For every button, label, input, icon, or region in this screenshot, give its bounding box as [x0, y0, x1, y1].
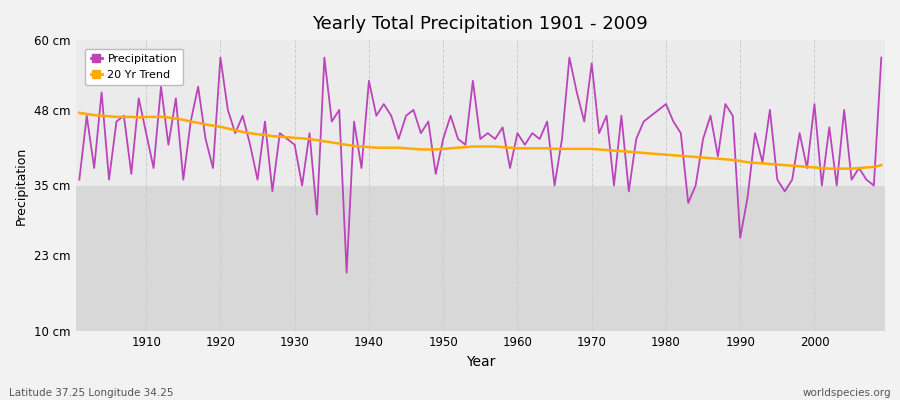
Y-axis label: Precipitation: Precipitation — [15, 146, 28, 225]
X-axis label: Year: Year — [465, 355, 495, 369]
Bar — [76, 255, 885, 331]
Text: worldspecies.org: worldspecies.org — [803, 388, 891, 398]
Bar — [76, 186, 885, 255]
Title: Yearly Total Precipitation 1901 - 2009: Yearly Total Precipitation 1901 - 2009 — [312, 15, 648, 33]
Legend: Precipitation, 20 Yr Trend: Precipitation, 20 Yr Trend — [86, 48, 183, 85]
Text: Latitude 37.25 Longitude 34.25: Latitude 37.25 Longitude 34.25 — [9, 388, 174, 398]
